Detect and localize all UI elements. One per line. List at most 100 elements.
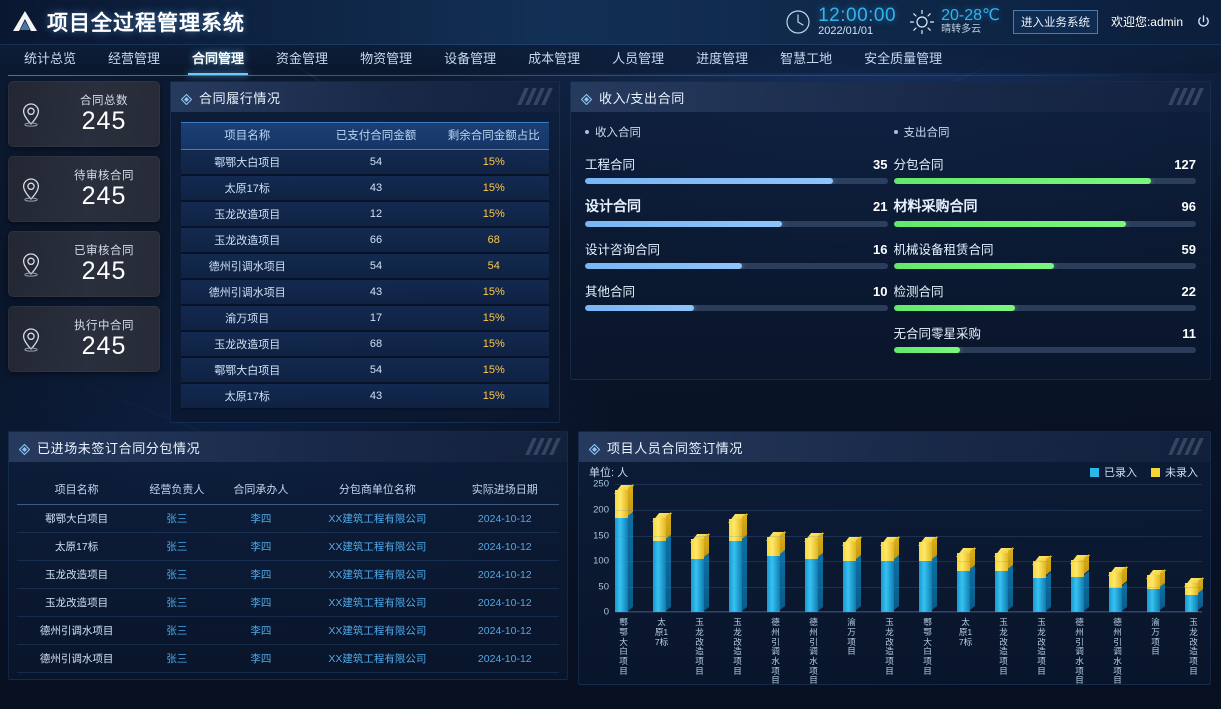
chart-bar[interactable] xyxy=(1146,484,1167,613)
chart-bar[interactable] xyxy=(956,484,977,613)
progress-track xyxy=(893,347,1196,353)
chart-bar[interactable] xyxy=(1070,484,1091,613)
chart-bar[interactable] xyxy=(842,484,863,613)
cell-handler: 李四 xyxy=(217,532,305,562)
table-row[interactable]: 德州引调水项目 54 54 xyxy=(181,253,549,281)
tab-zhihuigongdi[interactable]: 智慧工地 xyxy=(780,51,833,66)
chart-bar[interactable] xyxy=(728,484,749,613)
stat-label: 已审核合同 xyxy=(74,245,134,258)
tab-hetongguanli[interactable]: 合同管理 xyxy=(176,45,260,75)
table-row[interactable]: 玉龙改造项目 12 15% xyxy=(181,201,549,229)
stat-card-pending-review[interactable]: 待审核合同 245 xyxy=(8,156,160,222)
progress-fill xyxy=(585,305,694,311)
table-header: 项目名称 经营负责人 合同承办人 分包商单位名称 实际进场日期 xyxy=(17,474,559,506)
income-item[interactable]: 设计合同 21 xyxy=(585,196,888,227)
income-item[interactable]: 设计咨询合同 16 xyxy=(585,239,888,269)
table-row[interactable]: 鄠鄂大白项目 54 15% xyxy=(181,357,549,385)
progress-track xyxy=(585,178,888,184)
table-row[interactable]: 玉龙改造项目 66 68 xyxy=(181,227,549,255)
table-row[interactable]: 德州引调水项目 43 15% xyxy=(181,279,549,307)
tab-anquanzhiliang[interactable]: 安全质量管理 xyxy=(864,51,943,66)
table-row[interactable]: 德州引调水项目 张三 李四 XX建筑工程有限公司 2024-10-12 xyxy=(17,616,559,646)
legend-item-entered[interactable]: 已录入 xyxy=(1090,464,1137,480)
chart-bar[interactable] xyxy=(1108,484,1129,613)
cell-handler: 李四 xyxy=(217,504,305,534)
bar-segment-entered xyxy=(843,555,861,613)
cell-manager: 张三 xyxy=(136,616,218,646)
panel-body: 项目名称 已支付合同金额 剩余合同金额占比 鄠鄂大白项目 54 15% xyxy=(171,112,559,422)
chart-x-label: 鄠鄂大白项目 xyxy=(619,617,628,676)
bar-stack xyxy=(652,511,673,613)
chart-bar[interactable] xyxy=(652,484,673,613)
tab-shebeiguanli[interactable]: 设备管理 xyxy=(444,51,497,66)
cell-manager: 张三 xyxy=(136,532,218,562)
cell-project: 玉龙改造项目 xyxy=(181,227,314,255)
chart-x-label: 玉龙改造项目 xyxy=(733,617,742,676)
cell-paid: 54 xyxy=(313,357,439,385)
cell-date: 2024-10-12 xyxy=(450,504,559,534)
income-item-name: 工程合同 xyxy=(585,158,636,172)
stat-card-in-execution[interactable]: 执行中合同 245 xyxy=(8,306,160,372)
table-row[interactable]: 鄠鄂大白项目 54 15% xyxy=(181,149,549,177)
tab-jinduguanli[interactable]: 进度管理 xyxy=(696,51,749,66)
tab-chengbenguanli[interactable]: 成本管理 xyxy=(528,51,581,66)
tab-renyuanguanli[interactable]: 人员管理 xyxy=(612,51,665,66)
chart-x-label: 渝万项目 xyxy=(1151,617,1160,657)
table-row[interactable]: 太原17标 43 15% xyxy=(181,175,549,203)
cell-remain: 15% xyxy=(438,357,549,385)
chart-bar[interactable] xyxy=(1032,484,1053,613)
expense-item[interactable]: 分包合同 127 xyxy=(893,154,1196,184)
table-row[interactable]: 德州引调水项目 张三 李四 XX建筑工程有限公司 2024-10-12 xyxy=(17,644,559,674)
table-row[interactable]: 玉龙改造项目 68 15% xyxy=(181,331,549,359)
bar-segment-not-entered xyxy=(1070,554,1091,577)
col-paid-amount: 已支付合同金额 xyxy=(313,121,439,151)
progress-track xyxy=(893,221,1196,227)
table-row[interactable]: 渝万项目 17 15% xyxy=(181,305,549,333)
bar-stack xyxy=(842,535,863,613)
panel-body: 收入合同 工程合同 35 设计合同 21 xyxy=(571,112,1210,379)
expense-item[interactable]: 材料采购合同 96 xyxy=(893,196,1196,227)
col-contract-handler: 合同承办人 xyxy=(217,474,305,506)
col-project-name: 项目名称 xyxy=(181,121,314,151)
expense-item[interactable]: 机械设备租赁合同 59 xyxy=(893,239,1196,269)
bar-segment-not-entered xyxy=(918,535,939,562)
cell-project: 德州引调水项目 xyxy=(17,616,137,646)
power-icon[interactable] xyxy=(1196,14,1211,29)
bar-stack xyxy=(804,532,825,613)
dashboard-content: 合同总数 245 待审核合同 245 xyxy=(0,73,1221,686)
bar-segment-entered xyxy=(919,555,937,613)
main-navigation-tabs: 统计总览 经营管理 合同管理 资金管理 物资管理 设备管理 成本管理 人员管理 … xyxy=(0,45,1221,76)
tab-tongjizonglan[interactable]: 统计总览 xyxy=(24,51,77,66)
tab-jingyingguanli[interactable]: 经营管理 xyxy=(108,51,161,66)
chart-bar[interactable] xyxy=(1184,484,1205,613)
income-item[interactable]: 其他合同 10 xyxy=(585,281,888,311)
bar-segment-not-entered xyxy=(614,483,635,518)
expense-item[interactable]: 无合同零星采购 11 xyxy=(893,323,1196,353)
income-item-value: 10 xyxy=(873,284,888,299)
chart-bar[interactable] xyxy=(766,484,787,613)
chart-bar[interactable] xyxy=(804,484,825,613)
expense-item[interactable]: 检测合同 22 xyxy=(893,281,1196,311)
cell-company: XX建筑工程有限公司 xyxy=(304,588,451,618)
table-row[interactable]: 太原17标 张三 李四 XX建筑工程有限公司 2024-10-12 xyxy=(17,532,559,562)
subcontract-panel: 已进场未签订合同分包情况 项目名称 经营负责人 合同承办人 分包商单位名称 实际… xyxy=(8,431,568,681)
chart-bar[interactable] xyxy=(918,484,939,613)
table-row[interactable]: 太原17标 43 15% xyxy=(181,383,549,411)
stat-card-total-contracts[interactable]: 合同总数 245 xyxy=(8,81,160,147)
tab-wuziguanli[interactable]: 物资管理 xyxy=(360,51,413,66)
legend-item-not-entered[interactable]: 未录入 xyxy=(1151,464,1198,480)
table-row[interactable]: 鄠鄂大白项目 张三 李四 XX建筑工程有限公司 2024-10-12 xyxy=(17,504,559,534)
stat-card-reviewed[interactable]: 已审核合同 245 xyxy=(8,231,160,297)
cell-project: 德州引调水项目 xyxy=(17,644,137,674)
tab-zijinguanli[interactable]: 资金管理 xyxy=(276,51,329,66)
chart-bar[interactable] xyxy=(614,483,635,613)
weather-temperature: 20-28℃ xyxy=(941,7,1000,25)
table-row[interactable]: 玉龙改造项目 张三 李四 XX建筑工程有限公司 2024-10-12 xyxy=(17,588,559,618)
chart-bar[interactable] xyxy=(690,484,711,613)
chart-bar[interactable] xyxy=(994,484,1015,613)
enter-business-system-button[interactable]: 进入业务系统 xyxy=(1012,9,1098,34)
cell-project: 渝万项目 xyxy=(181,305,314,333)
income-item[interactable]: 工程合同 35 xyxy=(585,154,888,184)
chart-bar[interactable] xyxy=(880,484,901,613)
table-row[interactable]: 玉龙改造项目 张三 李四 XX建筑工程有限公司 2024-10-12 xyxy=(17,560,559,590)
